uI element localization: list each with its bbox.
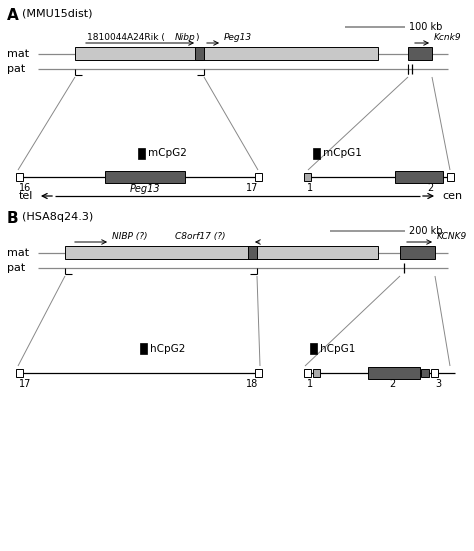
Text: (MMU15dist): (MMU15dist) — [22, 9, 92, 19]
Text: B: B — [7, 211, 18, 226]
Text: 1: 1 — [307, 183, 313, 193]
Bar — [408, 47, 432, 60]
Text: 18: 18 — [246, 379, 258, 389]
Text: (HSA8q24.3): (HSA8q24.3) — [22, 212, 93, 222]
Text: 3: 3 — [435, 379, 441, 389]
Text: Nibp: Nibp — [175, 33, 196, 42]
Text: 17: 17 — [19, 379, 31, 389]
Text: mat: mat — [7, 49, 29, 59]
Bar — [368, 367, 420, 379]
Bar — [400, 246, 435, 259]
Text: 17: 17 — [246, 183, 258, 193]
Text: 2: 2 — [389, 379, 395, 389]
Text: tel: tel — [18, 191, 33, 201]
Bar — [16, 369, 23, 377]
Bar — [140, 343, 147, 354]
Bar — [75, 47, 378, 60]
Bar — [421, 369, 429, 377]
Text: Peg13: Peg13 — [224, 33, 252, 42]
Text: 16: 16 — [19, 183, 31, 193]
Bar — [65, 246, 378, 259]
Text: NIBP (?): NIBP (?) — [112, 232, 147, 241]
Text: Kcnk9: Kcnk9 — [434, 33, 462, 42]
Text: A: A — [7, 8, 19, 23]
Bar — [310, 343, 317, 354]
Text: 1810044A24Rik (: 1810044A24Rik ( — [87, 33, 165, 42]
Bar — [313, 148, 320, 159]
Bar — [138, 148, 145, 159]
Bar — [248, 246, 257, 259]
Text: pat: pat — [7, 263, 25, 273]
Bar — [195, 47, 204, 60]
Text: 100 kb: 100 kb — [409, 22, 442, 32]
Text: C8orf17 (?): C8orf17 (?) — [175, 232, 226, 241]
Text: ): ) — [195, 33, 199, 42]
Bar — [255, 369, 262, 377]
Bar — [304, 173, 311, 181]
Text: mCpG2: mCpG2 — [148, 149, 187, 159]
Bar — [395, 171, 443, 183]
Text: mCpG1: mCpG1 — [323, 149, 362, 159]
Text: 1: 1 — [307, 379, 313, 389]
Text: hCpG2: hCpG2 — [150, 343, 185, 354]
Text: pat: pat — [7, 64, 25, 74]
Bar — [313, 369, 320, 377]
Text: 2: 2 — [427, 183, 433, 193]
Bar — [447, 173, 454, 181]
Bar — [255, 173, 262, 181]
Bar — [304, 369, 311, 377]
Text: Peg13: Peg13 — [130, 184, 160, 194]
Bar — [16, 173, 23, 181]
Text: KCNK9: KCNK9 — [437, 232, 467, 241]
Text: 200 kb: 200 kb — [409, 226, 443, 236]
Bar — [105, 171, 185, 183]
Text: mat: mat — [7, 248, 29, 258]
Bar — [431, 369, 438, 377]
Text: hCpG1: hCpG1 — [320, 343, 356, 354]
Text: cen: cen — [442, 191, 462, 201]
